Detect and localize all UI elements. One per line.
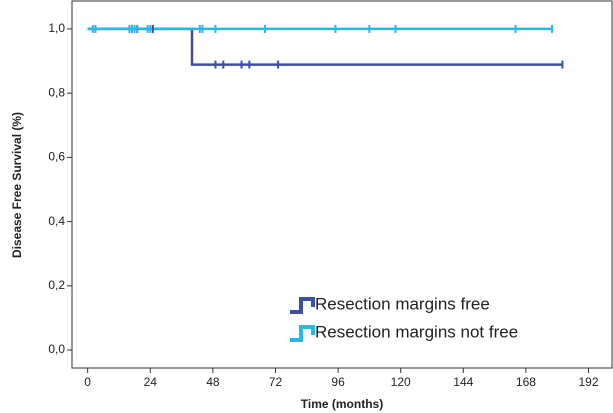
legend-icon <box>290 325 315 342</box>
x-axis-title: Time (months) <box>301 397 383 411</box>
plot-frame <box>71 0 613 369</box>
y-tick-label: 0,2 <box>48 278 65 292</box>
x-tick-label: 48 <box>206 375 220 389</box>
legend-text: Resection margins free <box>315 294 490 313</box>
x-tick-label: 24 <box>144 375 158 389</box>
x-tick-label: 192 <box>579 375 599 389</box>
y-tick-label: 0,4 <box>48 214 65 228</box>
x-tick-label: 168 <box>516 375 536 389</box>
y-tick-label: 0,0 <box>48 342 65 356</box>
x-tick-label: 144 <box>453 375 473 389</box>
survival-curve <box>87 27 563 66</box>
x-tick-label: 72 <box>269 375 283 389</box>
y-tick-label: 0,6 <box>48 150 65 164</box>
y-axis-title: Disease Free Survival (%) <box>10 112 24 258</box>
legend-text: Resection margins not free <box>315 322 518 341</box>
legend-icon <box>290 297 315 314</box>
y-tick-label: 1,0 <box>48 21 65 35</box>
x-tick-label: 0 <box>84 375 91 389</box>
y-tick-label: 0,8 <box>48 85 65 99</box>
x-tick-label: 120 <box>391 375 411 389</box>
x-tick-label: 96 <box>331 375 345 389</box>
